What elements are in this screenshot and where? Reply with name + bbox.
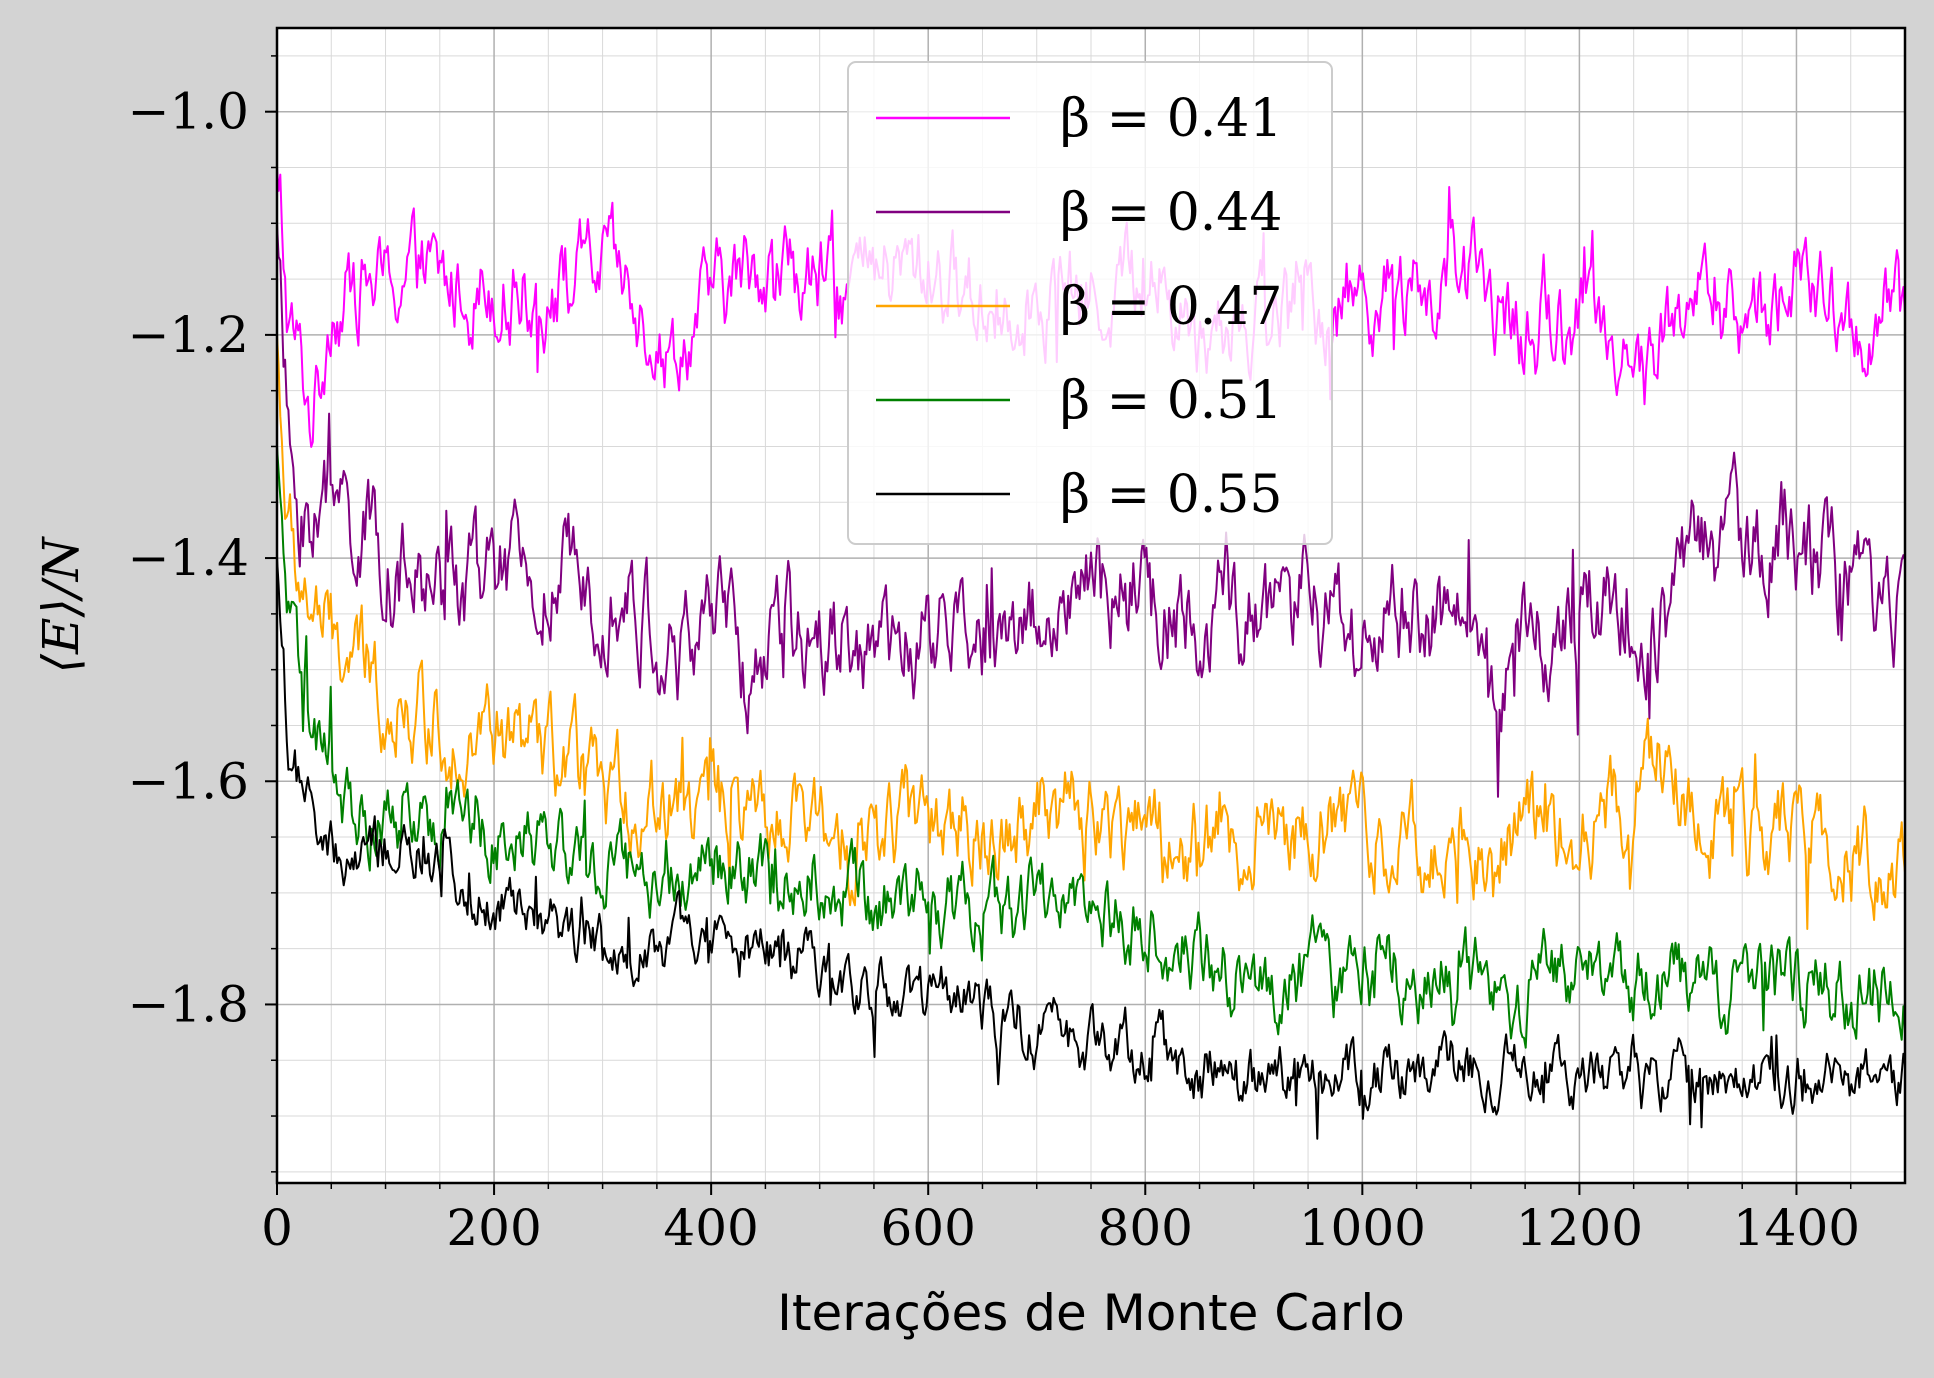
x-tick-label: 1000 [1299,1199,1426,1257]
x-tick-label: 600 [880,1199,975,1257]
legend-box [847,61,1333,545]
y-axis-label: ⟨E⟩/N [32,535,90,673]
y-tick-label: −1.0 [128,83,249,141]
series-line-4 [276,446,1906,1049]
y-tick-label: −1.2 [128,306,249,364]
legend-entry-4: β = 0.51 [1060,371,1282,431]
legend-entry-5: β = 0.55 [1060,465,1282,525]
x-tick-label: 800 [1098,1199,1193,1257]
x-tick-label: 0 [261,1199,293,1257]
x-axis-label: Iterações de Monte Carlo [777,1284,1405,1342]
series-line-5 [276,558,1906,1140]
legend-entry-3: β = 0.47 [1060,277,1282,337]
legend-entry-1: β = 0.41 [1060,89,1282,149]
y-axis-ticks: −1.0 −1.2 −1.4 −1.6 −1.8 [128,55,277,1173]
y-tick-label: −1.4 [128,529,249,587]
series-line-2 [276,223,1906,798]
x-tick-label: 1400 [1733,1199,1860,1257]
x-axis-ticks: 0 200 400 600 800 1000 1200 1400 [261,1183,1860,1257]
x-tick-label: 1200 [1516,1199,1643,1257]
series-line-3 [276,334,1906,930]
x-tick-label: 400 [663,1199,758,1257]
legend-entry-2: β = 0.44 [1060,183,1282,243]
x-tick-label: 200 [446,1199,541,1257]
y-tick-label: −1.8 [128,975,249,1033]
legend: β = 0.41 β = 0.44 β = 0.47 β = 0.51 β = 0.55 [847,61,1333,545]
y-tick-label: −1.6 [128,752,249,810]
